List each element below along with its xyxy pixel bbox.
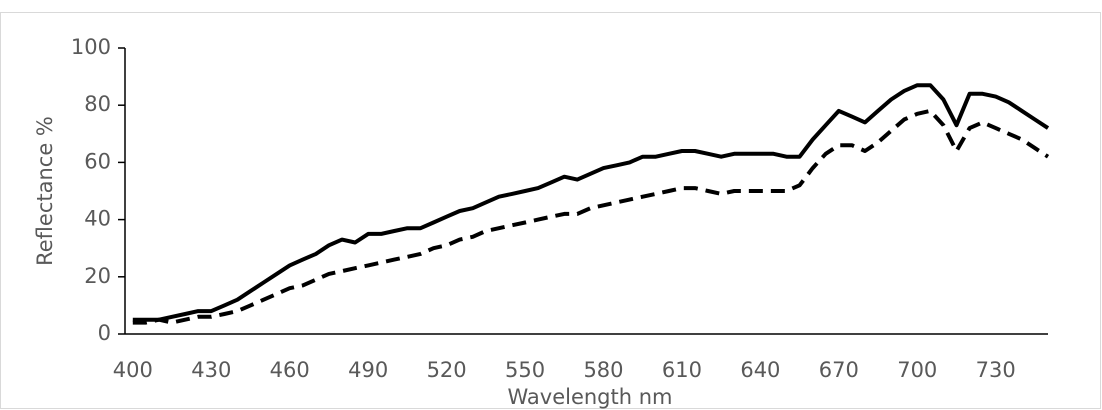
- x-tick-label: 430: [191, 358, 231, 382]
- chart-frame: [0, 12, 1101, 409]
- x-tick-label: 700: [897, 358, 937, 382]
- y-tick-label: 40: [84, 207, 111, 231]
- x-tick-label: 640: [740, 358, 780, 382]
- x-tick-label: 610: [662, 358, 702, 382]
- x-tick-label: 670: [819, 358, 859, 382]
- x-tick-label: 400: [113, 358, 153, 382]
- y-tick-label: 100: [71, 35, 111, 59]
- y-axis-label: Reflectance %: [33, 116, 57, 266]
- x-tick-label: 460: [270, 358, 310, 382]
- x-tick-label: 730: [976, 358, 1016, 382]
- x-tick-label: 490: [348, 358, 388, 382]
- x-tick-label: 580: [583, 358, 623, 382]
- series-line: [132, 108, 1050, 325]
- series-line: [132, 83, 1050, 322]
- x-tick-label: 550: [505, 358, 545, 382]
- y-tick-label: 80: [84, 92, 111, 116]
- x-axis-label: Wavelength nm: [507, 385, 672, 409]
- y-tick-label: 0: [98, 321, 111, 345]
- y-tick-label: 20: [84, 264, 111, 288]
- y-tick-label: 60: [84, 149, 111, 173]
- x-tick-label: 520: [427, 358, 467, 382]
